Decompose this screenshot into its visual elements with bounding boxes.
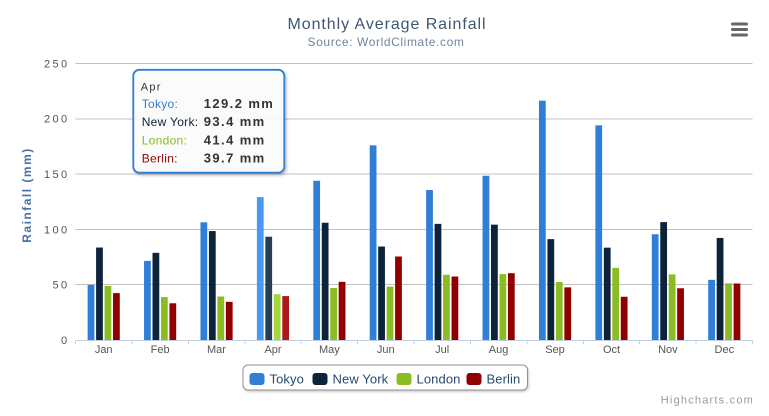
svg-text:200: 200	[44, 114, 70, 126]
svg-text:Monthly Average Rainfall: Monthly Average Rainfall	[287, 16, 486, 33]
svg-text:Tokyo:: Tokyo:	[142, 97, 178, 111]
svg-text:150: 150	[44, 169, 70, 181]
svg-text:Nov: Nov	[658, 344, 678, 356]
svg-text:Rainfall (mm): Rainfall (mm)	[20, 147, 34, 243]
svg-text:Oct: Oct	[603, 344, 620, 356]
svg-text:May: May	[319, 344, 340, 356]
svg-text:New York: New York	[333, 371, 389, 386]
svg-text:93.4 mm: 93.4 mm	[204, 114, 266, 129]
svg-text:Berlin:: Berlin:	[142, 152, 178, 166]
svg-text:Berlin: Berlin	[487, 371, 521, 386]
svg-text:50: 50	[52, 280, 69, 292]
svg-text:Mar: Mar	[207, 344, 226, 356]
svg-text:Sep: Sep	[545, 344, 565, 356]
svg-text:250: 250	[44, 58, 70, 70]
svg-text:Jul: Jul	[435, 344, 449, 356]
svg-text:Apr: Apr	[141, 82, 162, 94]
svg-text:Feb: Feb	[151, 344, 170, 356]
svg-text:London:: London:	[142, 133, 187, 147]
svg-text:London: London	[417, 371, 461, 386]
svg-text:Source: WorldClimate.com: Source: WorldClimate.com	[308, 35, 465, 49]
svg-text:New York:: New York:	[142, 115, 199, 129]
svg-text:Jun: Jun	[377, 344, 395, 356]
svg-text:129.2 mm: 129.2 mm	[204, 96, 274, 111]
svg-text:Jan: Jan	[95, 344, 113, 356]
svg-text:100: 100	[44, 224, 70, 236]
svg-text:41.4 mm: 41.4 mm	[204, 132, 266, 147]
svg-text:Aug: Aug	[489, 344, 509, 356]
svg-text:Dec: Dec	[715, 344, 735, 356]
svg-text:Highcharts.com: Highcharts.com	[661, 395, 754, 407]
svg-text:0: 0	[61, 335, 70, 347]
svg-text:Tokyo: Tokyo	[270, 371, 304, 386]
svg-text:Apr: Apr	[264, 344, 281, 356]
svg-text:39.7 mm: 39.7 mm	[204, 151, 266, 166]
